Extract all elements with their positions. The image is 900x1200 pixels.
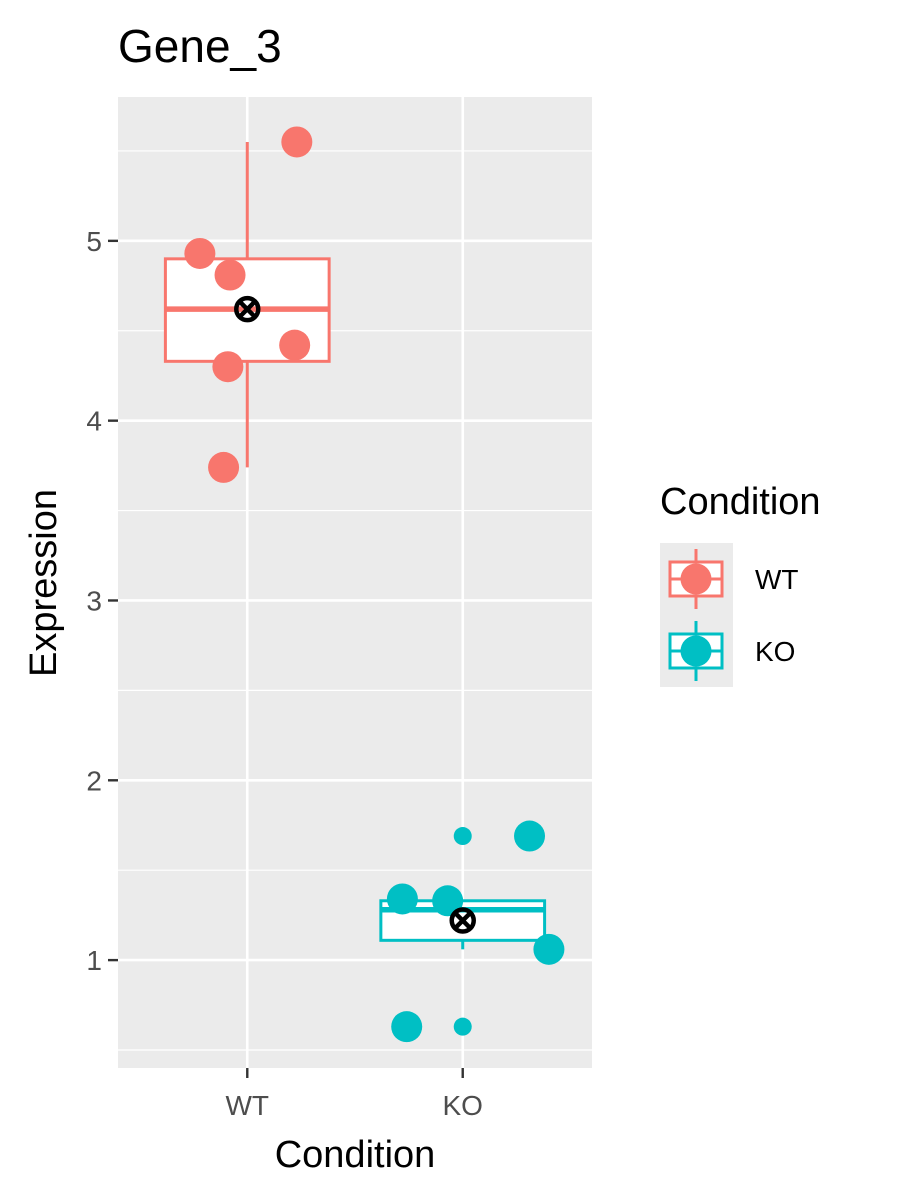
minor-gridlines — [118, 150, 592, 1051]
mean-circle — [234, 295, 261, 323]
data-point — [533, 933, 565, 965]
legend-key-point — [680, 563, 712, 595]
legend-key — [668, 549, 724, 609]
y-axis-title: Expression — [23, 489, 65, 677]
data-point — [514, 820, 546, 852]
y-axis: 1 2 3 4 5 — [86, 226, 118, 976]
legend-title: Condition — [660, 481, 821, 523]
mean-cross — [237, 299, 257, 319]
legend-key — [668, 621, 724, 681]
chart-title: Gene_3 — [118, 20, 282, 72]
x-axis-title: Condition — [275, 1134, 436, 1176]
data-point — [212, 351, 244, 383]
mean-cross — [453, 910, 473, 931]
data-point — [281, 126, 313, 158]
box-outlier — [453, 1017, 472, 1036]
legend-label: KO — [755, 636, 795, 667]
x-axis: WT KO — [226, 1068, 483, 1121]
data-points — [184, 126, 565, 1043]
data-point — [432, 885, 464, 917]
mean-markers — [234, 295, 476, 934]
data-point — [391, 1011, 423, 1043]
y-tick-label: 1 — [86, 945, 102, 976]
legend-key-point — [680, 635, 712, 667]
data-point — [279, 329, 311, 361]
y-tick-label: 4 — [86, 406, 102, 437]
box-outlier — [453, 827, 472, 846]
mean-marker — [449, 907, 476, 934]
mean-circle — [449, 907, 476, 934]
x-tick-label: WT — [226, 1090, 270, 1121]
legend: Condition WT KO — [660, 481, 821, 687]
y-tick-label: 3 — [86, 585, 102, 616]
data-point — [214, 259, 246, 291]
mean-marker — [234, 295, 261, 323]
legend-label: WT — [755, 564, 799, 595]
data-point — [184, 237, 216, 269]
x-tick-label: KO — [442, 1090, 482, 1121]
y-tick-label: 2 — [86, 765, 102, 796]
data-point — [208, 451, 240, 483]
data-point — [386, 883, 418, 915]
y-tick-label: 5 — [86, 226, 102, 257]
